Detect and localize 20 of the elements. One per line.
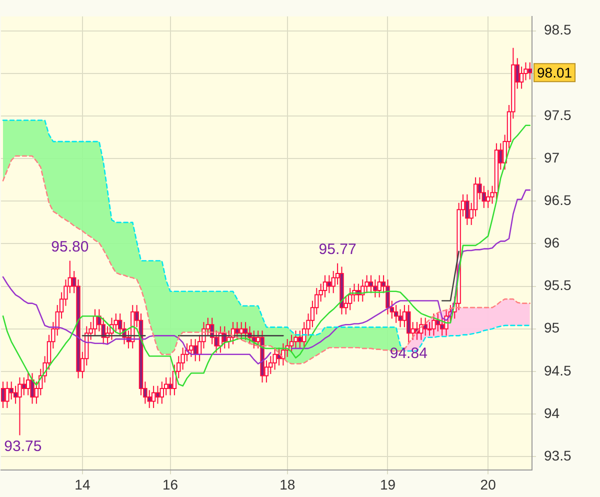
y-tick-label: 96.5: [544, 192, 572, 208]
y-tick-label: 95: [544, 320, 560, 336]
y-tick-label: 98.5: [544, 22, 572, 38]
annotation: 94.84: [390, 345, 428, 362]
y-tick-label: 96: [544, 234, 560, 251]
x-tick-label: 18: [280, 476, 296, 492]
x-tick-label: 14: [74, 476, 90, 492]
annotation: 95.77: [318, 240, 356, 258]
x-tick-label: 20: [480, 476, 496, 492]
y-tick-label: 93.5: [544, 447, 572, 464]
y-tick-label: 97: [544, 149, 560, 166]
x-tick-label: 19: [380, 476, 396, 492]
y-tick-label: 97.5: [544, 106, 572, 123]
annotation: 95.80: [51, 238, 89, 256]
y-tick-label: 95.5: [544, 277, 572, 294]
x-tick-label: 16: [162, 476, 178, 492]
annotation: 93.75: [4, 438, 42, 455]
annotation: 98.01: [537, 64, 572, 80]
y-tick-label: 94: [544, 404, 560, 421]
y-tick-label: 94.5: [544, 362, 572, 378]
